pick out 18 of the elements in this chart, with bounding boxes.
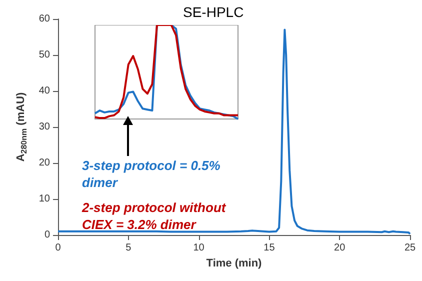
x-tick-label: 0 [55, 242, 62, 254]
x-tick-label: 5 [126, 242, 132, 254]
x-tick-label: 25 [404, 242, 416, 254]
y-axis-title: A280nm (mAU) [14, 92, 28, 162]
y-tick-label: 40 [38, 86, 50, 96]
annotation: 2-step protocol without CIEX = 3.2% dimer [81, 200, 230, 232]
x-axis-title: Time (min) [206, 257, 262, 270]
y-tick-label: 30 [38, 122, 50, 132]
chart-title: SE-HPLC [183, 4, 244, 20]
y-tick-label: 60 [38, 14, 50, 24]
x-tick-label: 20 [334, 242, 346, 254]
y-tick-label: 10 [38, 194, 50, 204]
y-tick-label: 0 [44, 230, 50, 240]
x-tick-label: 10 [193, 242, 205, 254]
y-tick-label: 50 [38, 50, 50, 60]
annotation: 3-step protocol = 0.5% dimer [82, 158, 224, 190]
x-tick-label: 15 [264, 242, 276, 254]
y-tick-label: 20 [38, 158, 50, 168]
